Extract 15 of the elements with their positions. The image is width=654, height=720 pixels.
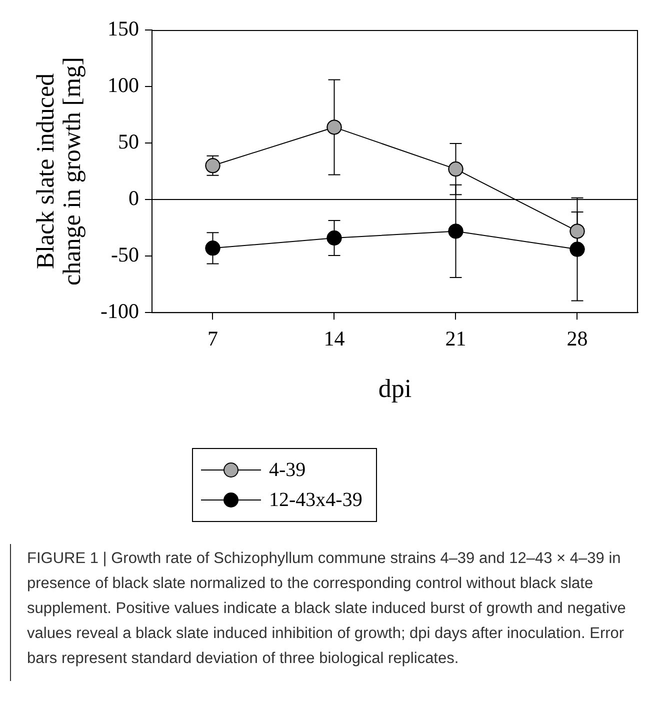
x-axis-title: dpi <box>378 374 412 404</box>
legend-label: 4-39 <box>269 458 306 482</box>
y-tick-label: -100 <box>100 299 139 324</box>
y-tick-label: 0 <box>128 186 139 210</box>
y-tick-label: 150 <box>107 16 139 41</box>
x-tick-label: 21 <box>445 326 466 351</box>
x-tick-label: 14 <box>324 326 346 351</box>
y-tick-label: 100 <box>107 73 139 98</box>
y-axis-title: Black slate induced change in growth [mg] <box>32 57 86 286</box>
y-tick-label: 50 <box>118 130 139 154</box>
caption: FIGURE 1 | Growth rate of Schizophyllum commune strains 4–39 and 12–43 × 4–39 in presence of black slate normalized to the corresponding control without black slate supplement. Positive values indicate a black slate induced burst of growth and negative values reveal a black slate induced inhibition of growth; dpi days after inoculation. Error bars represent standard deviation of three biological replicates. <box>27 549 627 669</box>
x-tick-label: 28 <box>566 326 588 351</box>
y-tick-label: -50 <box>110 242 139 267</box>
x-tick-label: 7 <box>207 326 218 351</box>
legend-label: 12-43x4-39 <box>269 488 362 512</box>
